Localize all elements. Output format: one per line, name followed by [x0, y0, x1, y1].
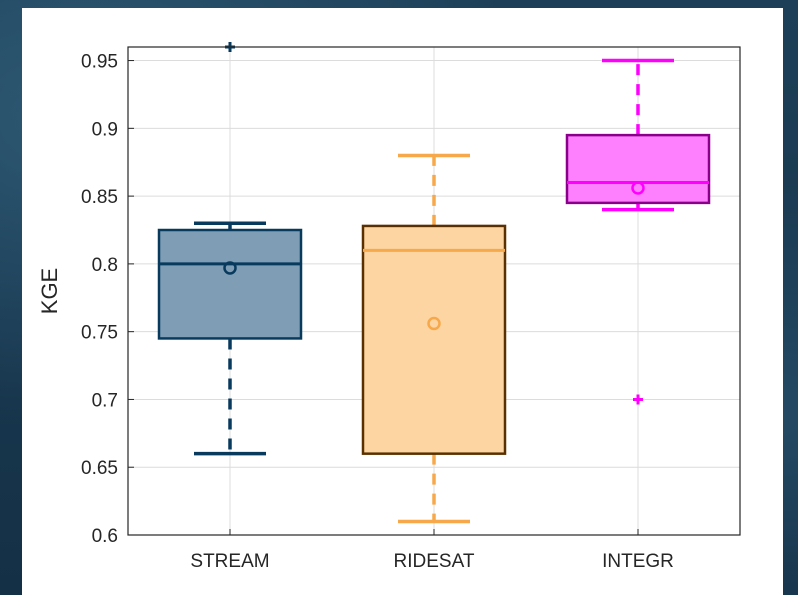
box-layer [157, 42, 711, 524]
y-tick-label: 0.8 [92, 255, 118, 276]
mean-marker-stream [223, 261, 237, 275]
outlier-marker-integr [633, 394, 643, 405]
y-tick-label: 0.7 [92, 390, 118, 411]
x-tick-label-ridesat: RIDESAT [394, 551, 475, 572]
y-tick-label: 0.85 [81, 187, 118, 208]
y-tick-label: 0.6 [92, 526, 118, 547]
y-axis-label: KGE [37, 268, 62, 314]
mean-marker-integr [631, 181, 645, 195]
box-integr [565, 133, 711, 205]
box-ridesat [361, 224, 507, 455]
tick-layer: 0.6 0.65 0.7 0.75 0.8 0.85 0.9 0.95 STREAM RIDESA… [81, 52, 674, 572]
y-tick-label: 0.75 [81, 323, 118, 344]
box-group-integr [565, 58, 711, 405]
y-tick-label: 0.95 [81, 52, 118, 73]
box-group-ridesat [361, 153, 507, 524]
box-group-stream [157, 42, 303, 456]
x-tick-label-integr: INTEGR [602, 551, 674, 572]
y-tick-label: 0.9 [92, 119, 118, 140]
x-tick-label-stream: STREAM [190, 551, 269, 572]
box-stream [157, 228, 303, 340]
y-tick-label: 0.65 [81, 458, 118, 479]
mean-marker-ridesat [427, 316, 441, 331]
